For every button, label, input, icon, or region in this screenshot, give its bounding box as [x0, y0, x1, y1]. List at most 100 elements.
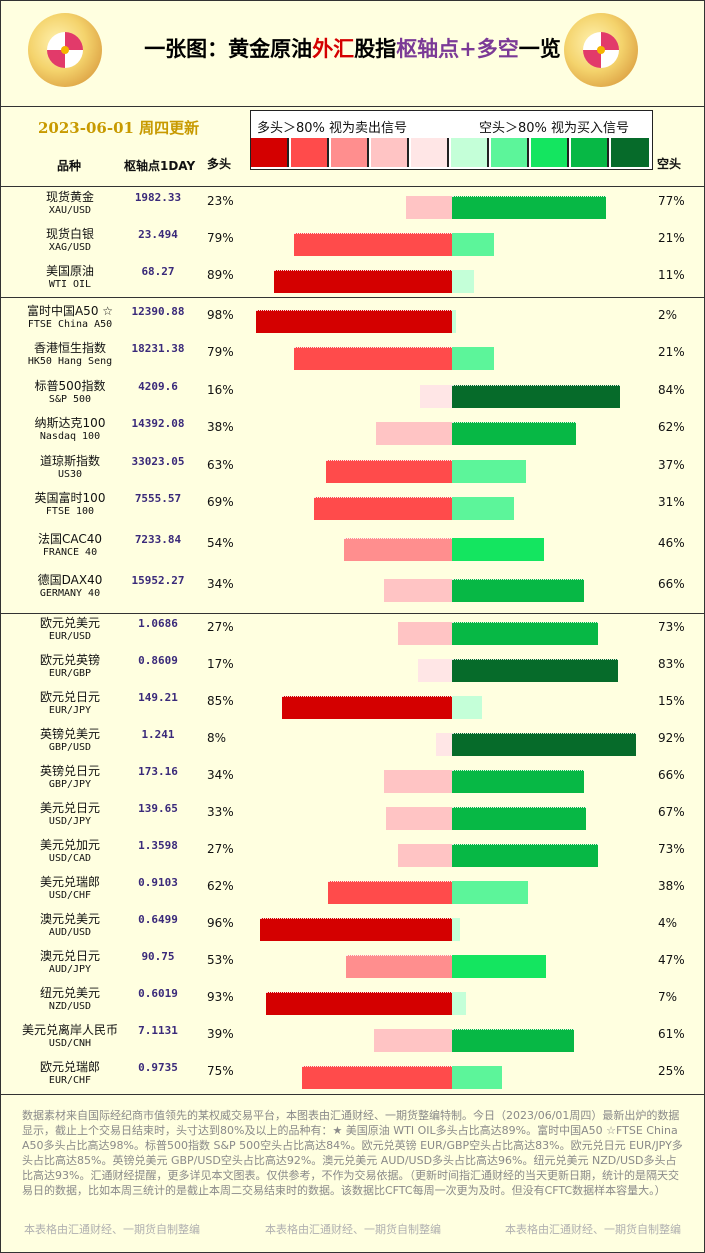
bar-short: [452, 579, 584, 602]
title-part-pivot: 枢轴点+多空: [396, 36, 519, 61]
row-name: 欧元兑美元 EUR/USD: [0, 616, 140, 644]
row-short-pct: 47%: [658, 953, 685, 967]
credit-left: 本表格由汇通财经、一期货自制整编: [24, 1223, 200, 1236]
row-pivot: 173.16: [138, 765, 178, 778]
row-long-pct: 75%: [207, 1064, 234, 1078]
credit-middle: 本表格由汇通财经、一期货自制整编: [265, 1223, 441, 1236]
row-long-pct: 27%: [207, 620, 234, 634]
bar-long: [282, 696, 452, 719]
row-short-pct: 77%: [658, 194, 685, 208]
row-name: 澳元兑美元 AUD/USD: [0, 912, 140, 940]
row-pivot: 23.494: [138, 228, 178, 241]
row-pivot: 0.6499: [138, 913, 178, 926]
row-pivot: 1.241: [141, 728, 175, 741]
row-name: 英国富时100 FTSE 100: [0, 491, 140, 519]
bar-long: [418, 659, 452, 682]
row-name-cn: 富时中国A50 ☆: [26, 304, 114, 318]
row-name-en: US30: [57, 468, 83, 480]
bar-long: [346, 955, 452, 978]
row-name-en: FTSE 100: [45, 506, 95, 517]
row-name-en: EUR/USD: [48, 631, 92, 642]
row-long-pct: 17%: [207, 657, 234, 671]
row-name: 美元兑加元 USD/CAD: [0, 838, 140, 866]
row-long-pct: 53%: [207, 953, 234, 967]
row-name-en: NZD/USD: [48, 1001, 92, 1012]
row-name-en: USD/JPY: [48, 816, 92, 827]
row-name-cn: 美国原油: [45, 264, 94, 278]
legend-swatch: [531, 138, 569, 167]
row-name-en: FRANCE 40: [42, 547, 98, 558]
row-name: 澳元兑日元 AUD/JPY: [0, 949, 140, 977]
row-name-cn: 现货黄金: [45, 190, 94, 204]
title-part: 股指: [354, 36, 397, 61]
bar-long: [294, 233, 452, 256]
bar-short: [452, 1066, 502, 1089]
row-short-pct: 31%: [658, 495, 685, 509]
row-long-pct: 85%: [207, 694, 234, 708]
row-name-en: XAU/USD: [48, 205, 92, 216]
row-pivot: 139.65: [138, 802, 178, 815]
logo-left: [28, 13, 102, 87]
row-long-pct: 34%: [207, 768, 234, 782]
row-name-en: EUR/JPY: [48, 705, 92, 716]
row-name: 标普500指数 S&P 500: [0, 379, 140, 407]
row-pivot: 15952.27: [131, 574, 185, 587]
row-pivot: 12390.88: [131, 305, 185, 318]
row-short-pct: 2%: [658, 308, 678, 322]
row-name: 英镑兑日元 GBP/JPY: [0, 764, 140, 792]
row-name-en: XAG/USD: [48, 242, 92, 253]
row-long-pct: 39%: [207, 1027, 234, 1041]
bar-short: [452, 310, 456, 333]
row-long-pct: 63%: [207, 457, 234, 472]
bar-long: [436, 733, 452, 756]
row-name-cn: 标普500指数: [34, 378, 106, 393]
row-short-pct: 84%: [658, 382, 685, 397]
row-long-pct: 93%: [207, 990, 234, 1004]
title-part: 一张图：黄金原油: [144, 36, 313, 61]
row-name-cn: 纳斯达克100: [34, 416, 106, 431]
credit-right: 本表格由汇通财经、一期货自制整编: [505, 1223, 681, 1236]
legend-swatch: [371, 138, 409, 167]
row-name-en: AUD/JPY: [48, 964, 92, 975]
legend-swatch: [411, 138, 449, 167]
row-name: 美国原油 WTI OIL: [0, 264, 140, 292]
bar-long: [384, 770, 452, 793]
row-name-en: S&P 500: [48, 393, 92, 405]
bar-short: [452, 538, 544, 561]
bar-short: [452, 659, 618, 682]
separator-line: [0, 106, 705, 107]
row-long-pct: 54%: [207, 536, 234, 550]
legend-swatch: [331, 138, 369, 167]
row-name-cn: 法国CAC40: [37, 532, 103, 546]
row-name-cn: 香港恒生指数: [33, 341, 106, 356]
bar-short: [452, 233, 494, 256]
row-name-en: GBP/JPY: [48, 779, 92, 790]
title-part-fx: 外汇: [312, 36, 355, 61]
row-name: 现货黄金 XAU/USD: [0, 190, 140, 218]
chart-title: 一张图：黄金原油外汇股指枢轴点+多空一览: [0, 33, 705, 63]
bar-short: [452, 992, 466, 1015]
row-pivot: 68.27: [141, 265, 175, 278]
row-name-cn: 欧元兑日元: [39, 690, 100, 704]
row-name: 现货白银 XAG/USD: [0, 227, 140, 255]
row-pivot: 14392.08: [131, 417, 185, 431]
row-pivot: 1.3598: [138, 839, 178, 852]
bar-short: [452, 196, 606, 219]
bar-long: [344, 538, 452, 561]
logo-center-dot: [597, 46, 605, 54]
row-name-cn: 现货白银: [45, 227, 94, 241]
bar-short: [452, 844, 598, 867]
row-pivot: 1982.33: [134, 191, 182, 204]
row-long-pct: 98%: [207, 308, 234, 322]
row-name-en: GBP/USD: [48, 742, 92, 753]
row-name-en: AUD/USD: [48, 927, 92, 938]
row-name: 美元兑日元 USD/JPY: [0, 801, 140, 829]
logo-right: [564, 13, 638, 87]
row-name-en: HK50 Hang Seng: [27, 356, 113, 368]
row-name-cn: 澳元兑日元: [39, 949, 100, 963]
row-short-pct: 66%: [658, 768, 685, 782]
row-short-pct: 61%: [658, 1027, 685, 1041]
row-pivot: 33023.05: [131, 454, 185, 468]
bar-short: [452, 347, 494, 371]
row-short-pct: 7%: [658, 990, 678, 1004]
